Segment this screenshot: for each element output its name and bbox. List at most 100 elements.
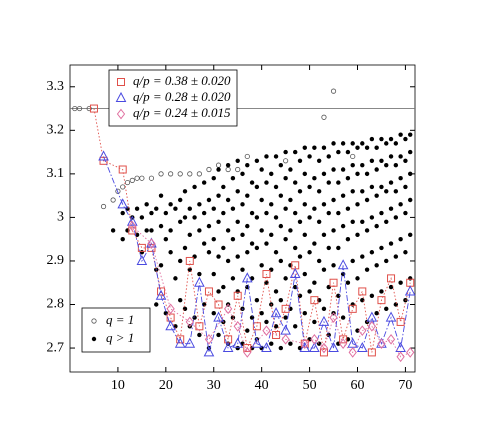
data-point: [345, 280, 351, 285]
data-point: [360, 189, 365, 194]
data-point: [120, 210, 125, 216]
data-point: [194, 276, 205, 287]
data-point: [283, 315, 288, 320]
data-point: [178, 197, 183, 203]
data-point: [177, 171, 183, 177]
data-point: [408, 276, 413, 281]
data-point: [283, 149, 288, 155]
data-point: [206, 250, 212, 255]
data-point: [259, 311, 264, 316]
data-point: [144, 228, 149, 233]
data-point: [269, 341, 274, 346]
data-point: [321, 267, 327, 272]
data-point: [345, 149, 351, 155]
data-point: [307, 215, 312, 220]
data-point: [316, 258, 322, 264]
data-point: [187, 206, 192, 211]
data-point: [312, 319, 317, 325]
data-point: [388, 180, 394, 185]
data-point: [336, 245, 341, 251]
data-point: [225, 258, 231, 264]
series-line: [93, 108, 411, 353]
data-point: [355, 276, 360, 281]
data-point: [374, 223, 379, 229]
data-point: [379, 184, 384, 190]
data-point: [264, 180, 269, 185]
data-point: [245, 223, 250, 229]
x-tick-label: 70: [398, 378, 412, 393]
data-point: [312, 145, 317, 150]
data-point: [364, 145, 370, 150]
data-point: [225, 166, 231, 173]
data-point: [278, 162, 284, 168]
data-point: [312, 280, 317, 285]
data-point: [144, 202, 149, 207]
data-point: [252, 322, 261, 331]
legend-box: [81, 307, 151, 353]
data-point: [398, 154, 403, 159]
data-point: [355, 202, 360, 207]
data-point: [336, 180, 341, 185]
data-point: [216, 254, 221, 259]
data-point: [139, 215, 145, 220]
data-point: [225, 228, 231, 233]
legend-marker: [91, 318, 97, 324]
data-point: [134, 175, 140, 181]
data-point: [110, 228, 116, 233]
data-point: [319, 342, 329, 354]
data-point: [403, 210, 408, 216]
data-point: [158, 223, 164, 229]
data-point: [326, 180, 331, 185]
data-point: [369, 250, 375, 255]
data-point: [408, 149, 413, 155]
data-point: [173, 276, 178, 281]
data-point: [321, 306, 327, 312]
data-point: [388, 206, 394, 211]
data-point: [307, 154, 312, 159]
data-point: [374, 167, 379, 172]
data-point: [168, 228, 173, 233]
data-point: [259, 197, 264, 203]
data-point: [398, 236, 403, 242]
data-point: [110, 197, 116, 203]
legend-marker: [91, 336, 97, 342]
data-point: [235, 158, 240, 164]
data-point: [178, 297, 183, 303]
data-point: [203, 346, 215, 357]
data-point: [168, 171, 174, 177]
data-point: [288, 197, 293, 203]
data-point: [408, 132, 413, 137]
data-point: [302, 271, 307, 277]
data-point: [211, 236, 216, 242]
data-point: [196, 171, 202, 177]
data-point: [403, 297, 408, 303]
data-point: [326, 245, 331, 251]
data-point: [273, 324, 279, 329]
data-point: [331, 228, 336, 233]
data-point: [350, 258, 355, 264]
data-point: [379, 245, 384, 251]
data-point: [312, 241, 317, 246]
data-point: [264, 210, 269, 216]
data-point: [297, 158, 303, 164]
data-point: [241, 272, 253, 283]
data-point: [355, 328, 360, 333]
data-point: [89, 104, 98, 113]
data-point: [206, 197, 212, 203]
data-point: [120, 236, 125, 242]
data-point: [281, 334, 290, 345]
data-point: [129, 177, 135, 183]
data-point: [307, 184, 312, 190]
data-point: [393, 162, 399, 168]
data-point: [293, 210, 298, 216]
x-tick-label: 40: [255, 378, 269, 393]
data-point: [316, 219, 322, 224]
legend-label: q/p = 0.28 ± 0.020: [133, 89, 231, 104]
data-point: [223, 303, 233, 315]
data-point: [403, 136, 408, 142]
data-point: [249, 241, 255, 246]
data-point: [264, 319, 269, 325]
data-point: [168, 250, 173, 255]
data-point: [367, 348, 376, 357]
